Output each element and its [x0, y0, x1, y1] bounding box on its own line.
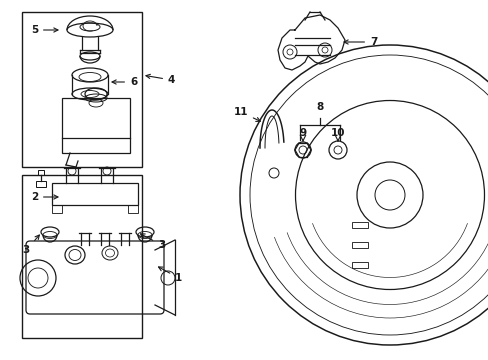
- Text: 11: 11: [233, 107, 260, 121]
- Text: 10: 10: [330, 128, 345, 138]
- Bar: [351, 262, 367, 268]
- Bar: [351, 242, 367, 248]
- Bar: [52, 183, 138, 205]
- Bar: [22, 175, 142, 338]
- Bar: [351, 222, 367, 228]
- Bar: [128, 205, 138, 213]
- Text: 5: 5: [31, 25, 58, 35]
- Text: 8: 8: [316, 102, 323, 112]
- Bar: [36, 181, 46, 187]
- Bar: [52, 205, 62, 213]
- Text: 6: 6: [112, 77, 137, 87]
- Text: 7: 7: [344, 37, 377, 47]
- Text: 2: 2: [31, 192, 58, 202]
- Text: 3: 3: [23, 235, 40, 255]
- Text: 4: 4: [145, 74, 175, 85]
- Text: 1: 1: [158, 267, 182, 283]
- Bar: [22, 12, 142, 167]
- Bar: [62, 98, 130, 153]
- Text: 9: 9: [299, 128, 306, 138]
- Bar: [38, 170, 44, 175]
- Text: 3: 3: [140, 234, 165, 250]
